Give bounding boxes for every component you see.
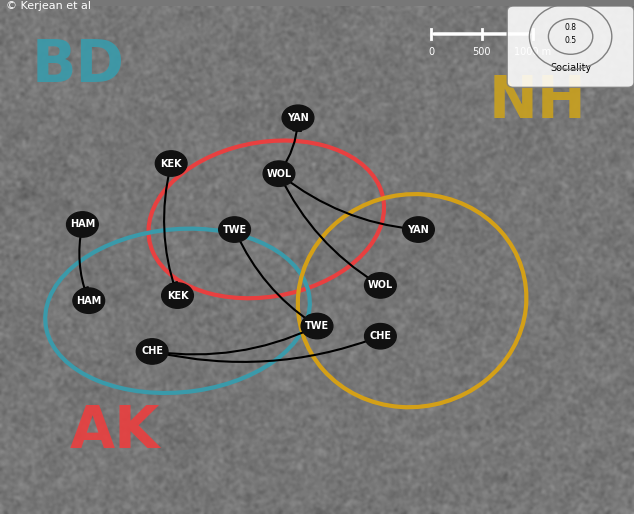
Text: AK: AK bbox=[70, 403, 160, 460]
Circle shape bbox=[282, 105, 314, 131]
Text: Sociality: Sociality bbox=[550, 63, 592, 73]
Circle shape bbox=[155, 151, 187, 176]
Text: 0.8: 0.8 bbox=[565, 23, 576, 32]
Text: BD: BD bbox=[32, 37, 125, 94]
Text: YAN: YAN bbox=[287, 113, 309, 123]
Text: CHE: CHE bbox=[141, 346, 163, 356]
Circle shape bbox=[73, 288, 105, 314]
Text: NH: NH bbox=[488, 73, 586, 130]
Text: CHE: CHE bbox=[370, 331, 391, 341]
Circle shape bbox=[403, 217, 434, 242]
Text: 0: 0 bbox=[428, 47, 434, 57]
Text: TWE: TWE bbox=[223, 225, 247, 234]
Text: HAM: HAM bbox=[70, 219, 95, 229]
Text: 500: 500 bbox=[472, 47, 491, 57]
Text: TWE: TWE bbox=[305, 321, 329, 331]
Text: YAN: YAN bbox=[408, 225, 429, 234]
Circle shape bbox=[365, 273, 396, 298]
Circle shape bbox=[301, 314, 333, 339]
Text: KEK: KEK bbox=[160, 158, 182, 169]
Text: WOL: WOL bbox=[266, 169, 292, 179]
Text: 0.5: 0.5 bbox=[564, 36, 577, 45]
Circle shape bbox=[136, 339, 168, 364]
Text: 1000 m: 1000 m bbox=[514, 47, 551, 57]
Text: KEK: KEK bbox=[167, 290, 188, 301]
Circle shape bbox=[219, 217, 250, 242]
Circle shape bbox=[263, 161, 295, 187]
Circle shape bbox=[67, 212, 98, 237]
Text: © Kerjean et al: © Kerjean et al bbox=[6, 1, 91, 11]
FancyBboxPatch shape bbox=[507, 6, 634, 87]
Circle shape bbox=[162, 283, 193, 308]
Text: WOL: WOL bbox=[368, 281, 393, 290]
Text: HAM: HAM bbox=[76, 296, 101, 306]
Circle shape bbox=[365, 323, 396, 349]
